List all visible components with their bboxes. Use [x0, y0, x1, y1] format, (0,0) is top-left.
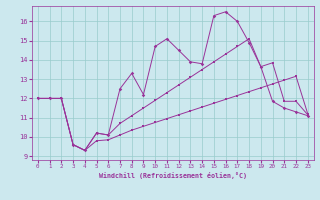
X-axis label: Windchill (Refroidissement éolien,°C): Windchill (Refroidissement éolien,°C) — [99, 172, 247, 179]
